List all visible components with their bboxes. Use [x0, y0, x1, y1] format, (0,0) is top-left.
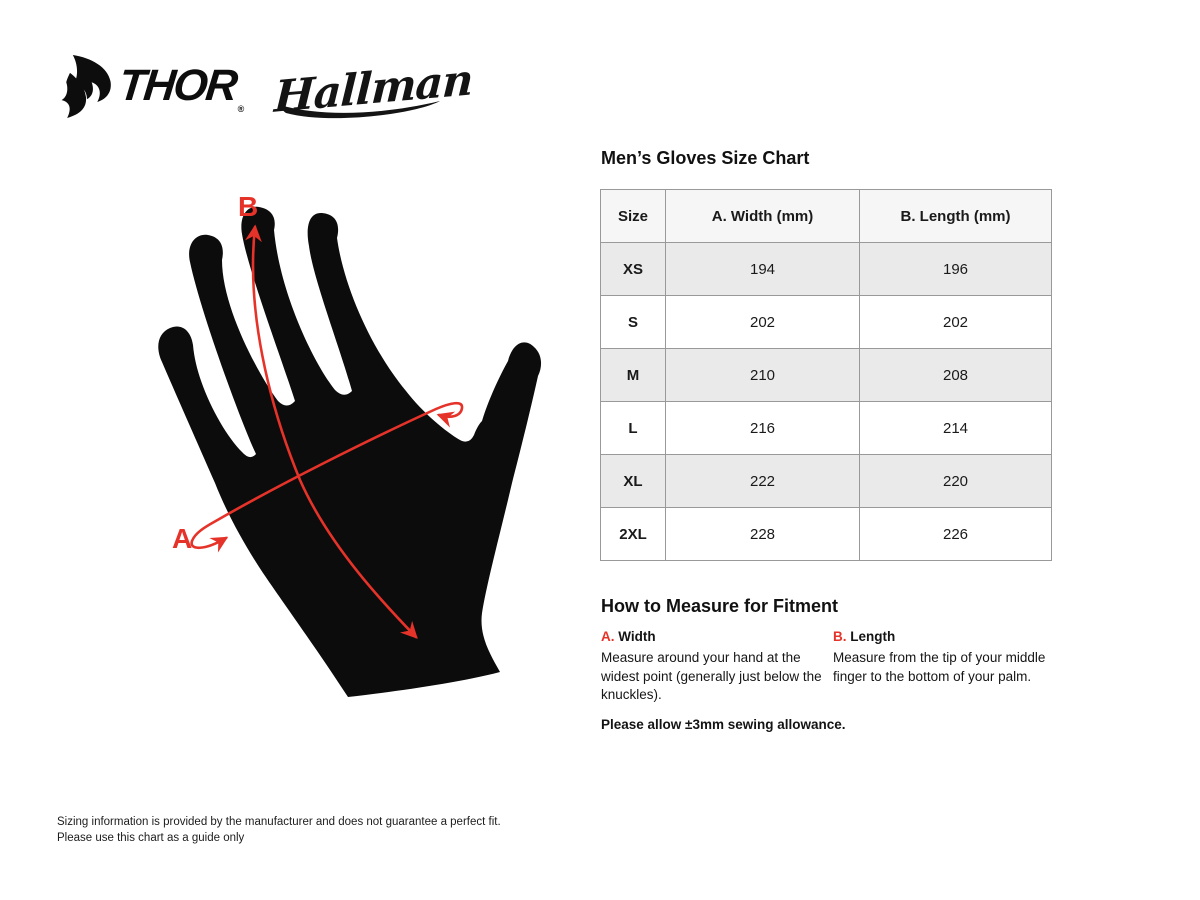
length-value: 208	[859, 348, 1052, 402]
measure-item-width: A. Width Measure around your hand at the…	[601, 629, 825, 705]
brand-logos: THOR ® Hallman	[57, 54, 474, 123]
measure-item-label: B. Length	[833, 629, 1056, 644]
size-label: S	[600, 295, 666, 349]
measure-name-width: Width	[618, 629, 656, 644]
size-label: 2XL	[600, 507, 666, 561]
disclaimer-line-2: Please use this chart as a guide only	[57, 832, 245, 845]
table-row-xl: XL 222 220	[600, 454, 1052, 508]
table-header-row: Size A. Width (mm) B. Length (mm)	[600, 189, 1052, 243]
disclaimer: Sizing information is provided by the ma…	[57, 814, 501, 846]
column-header-length: B. Length (mm)	[859, 189, 1052, 243]
table-row-s: S 202 202	[600, 295, 1052, 349]
size-label: XL	[600, 454, 666, 508]
disclaimer-line-1: Sizing information is provided by the ma…	[57, 816, 501, 828]
measure-item-label: A. Width	[601, 629, 825, 644]
hallman-logo: Hallman	[273, 55, 474, 123]
measure-key-a: A.	[601, 629, 615, 644]
size-chart-title: Men’s Gloves Size Chart	[601, 148, 810, 168]
hallman-swash	[280, 100, 441, 118]
width-value: 194	[665, 242, 860, 296]
table-row-m: M 210 208	[600, 348, 1052, 402]
length-value: 214	[859, 401, 1052, 455]
length-value: 220	[859, 454, 1052, 508]
thor-goat-icon	[57, 54, 115, 118]
a-measure-arrow	[190, 401, 464, 553]
measure-key-b: B.	[833, 629, 847, 644]
thor-logo: THOR ®	[57, 54, 244, 118]
table-row-l: L 216 214	[600, 401, 1052, 455]
width-value: 210	[665, 348, 860, 402]
measure-description: Measure from the tip of your middle fing…	[833, 650, 1046, 684]
length-value: 196	[859, 242, 1052, 296]
width-value: 222	[665, 454, 860, 508]
size-chart-table: Size A. Width (mm) B. Length (mm) XS 194…	[600, 189, 1052, 561]
thor-wordmark: THOR	[116, 61, 239, 110]
measure-instructions: A. Width Measure around your hand at the…	[601, 629, 1056, 705]
measure-name-length: Length	[850, 629, 896, 644]
length-value: 226	[859, 507, 1052, 561]
hand-measurement-diagram: B A	[130, 180, 580, 710]
diagram-label-b: B	[238, 191, 258, 222]
size-label: M	[600, 348, 666, 402]
diagram-label-a: A	[172, 523, 192, 554]
table-row-2xl: 2XL 228 226	[600, 507, 1052, 561]
table-row-xs: XS 194 196	[600, 242, 1052, 296]
how-to-measure-title: How to Measure for Fitment	[601, 596, 839, 616]
measure-item-length: B. Length Measure from the tip of your m…	[833, 629, 1056, 705]
hand-silhouette	[158, 206, 542, 697]
size-label: XS	[600, 242, 666, 296]
width-value: 216	[665, 401, 860, 455]
size-label: L	[600, 401, 666, 455]
measure-description: Measure around your hand at the widest p…	[601, 650, 822, 703]
width-value: 202	[665, 295, 860, 349]
column-header-size: Size	[600, 189, 666, 243]
length-value: 202	[859, 295, 1052, 349]
width-value: 228	[665, 507, 860, 561]
registered-mark: ®	[237, 104, 245, 114]
sewing-allowance-note: Please allow ±3mm sewing allowance.	[601, 717, 846, 732]
column-header-width: A. Width (mm)	[665, 189, 860, 243]
